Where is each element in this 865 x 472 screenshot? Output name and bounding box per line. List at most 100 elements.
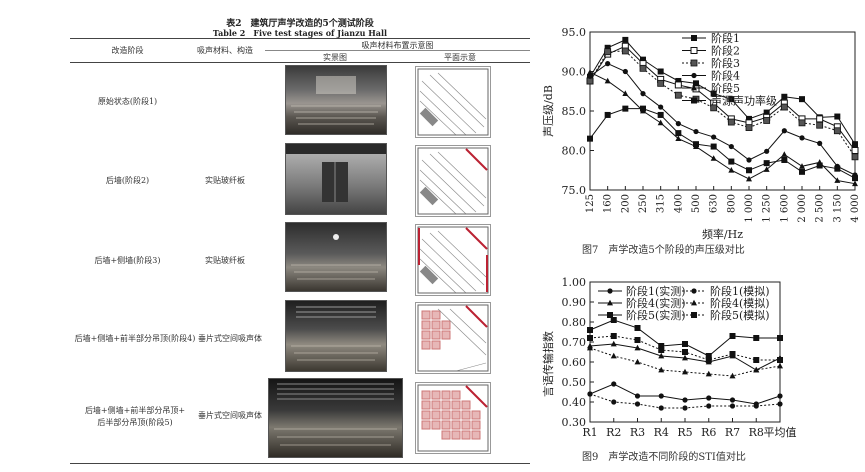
row-5-stage: 后墙+侧墙+前半部分吊顶+ 后半部分吊顶(阶段5) [84, 406, 186, 427]
fig9-point [705, 357, 712, 363]
fig7-point [852, 141, 858, 148]
fig9-point [658, 347, 665, 353]
fig7-xtick-label: 630 [709, 194, 720, 213]
fig7-xtick-label: 3 150 [832, 194, 843, 223]
fig9-point [634, 344, 641, 351]
fig9-point [729, 333, 736, 339]
fig7-point [674, 81, 682, 89]
fig7-legend-marker [691, 84, 697, 91]
fig7-series-line [589, 71, 856, 185]
col-header-photo: 实景图 [323, 53, 347, 62]
fig7-point [746, 157, 752, 163]
fig9-xtick-label: R1 [582, 426, 597, 439]
fig9-point [777, 401, 783, 407]
fig7-point [728, 96, 735, 103]
fig7-point [711, 134, 717, 140]
row-2-stage: 后墙(阶段2) [105, 176, 150, 185]
fig9-legend-marker [691, 288, 697, 294]
fig7-point [728, 167, 735, 173]
plan-stage-2 [415, 145, 491, 217]
fig9-chart: 0.30 0.40 0.50 0.60 0.70 0.80 0.90 1.00 R1 R2 R3 R4… [541, 276, 797, 439]
fig9-ytick-label: 0.70 [562, 336, 587, 349]
fig7-point [746, 175, 752, 182]
fig7-xtick-label: 125 [585, 194, 596, 213]
fig9-point [753, 366, 760, 373]
fig9-point [611, 399, 617, 405]
fig9-legend-label: 阶段5(模拟) [710, 308, 770, 322]
fig9-ytick-label: 0.50 [562, 376, 587, 389]
fig7-ytick-label: 95.0 [562, 26, 587, 39]
fig9-series-line [589, 347, 781, 377]
fig7-xtick-label: 4 000 [850, 194, 861, 223]
fig9-point [658, 343, 665, 349]
fig7-point [798, 119, 806, 127]
fig7-ylabel: 声压级/dB [541, 85, 555, 137]
fig9-point [777, 362, 783, 369]
fig9-point [682, 349, 688, 355]
table-top-rule [70, 38, 530, 39]
fig7-series-line [589, 50, 856, 158]
fig9-point [610, 333, 617, 339]
fig7-point [799, 163, 805, 169]
col-header-material: 吸声材料、构造 [197, 46, 253, 55]
fig9-ytick-label: 0.80 [562, 316, 587, 329]
fig7-point [834, 165, 841, 172]
fig7-chart: 75.0 80.0 85.0 90.0 95.0 125 160 200 250 315 400 50… [541, 26, 861, 241]
col-header-layout: 吸声材料布置示意图 [361, 41, 434, 50]
fig7-point [745, 124, 753, 131]
fig7-point [763, 109, 770, 116]
table-sub-rule [265, 50, 530, 51]
fig7-point [781, 156, 788, 163]
fig9-point [610, 340, 617, 347]
fig7-point [604, 111, 611, 118]
photo-stage-1 [285, 65, 387, 135]
fig7-point [816, 121, 824, 129]
plan-stage-4 [415, 302, 491, 374]
fig7-point [639, 64, 647, 72]
fig9-point [729, 397, 736, 403]
fig9-ytick-label: 1.00 [562, 276, 587, 289]
fig9-xtick-label: R7 [725, 426, 740, 439]
fig9-point [753, 357, 760, 363]
table-title-en: Table 2 Five test stages of Jianzu Hall [212, 28, 388, 38]
fig7-point [657, 119, 664, 126]
fig7-point [851, 147, 859, 154]
fig9-caption: 图9 声学改造不同阶段的STI值对比 [582, 452, 746, 463]
table-header-rule [70, 62, 530, 63]
row-1-stage: 原始状态(阶段1) [97, 97, 158, 106]
row-5-material: 垂片式空间吸声体 [198, 411, 262, 420]
fig9-point [705, 353, 712, 359]
fig7-xtick-label: 500 [691, 194, 702, 213]
plan-diagram-5 [417, 384, 489, 452]
fig7-point [834, 113, 841, 120]
table-title-cn: 表2 建筑厅声学改造的5个测试阶段 [226, 19, 374, 29]
photo-stage-4 [285, 300, 387, 372]
photo-stage-3 [285, 222, 387, 292]
fig9-point [634, 358, 641, 365]
fig9-point [611, 381, 617, 387]
fig9-ytick-label: 0.40 [562, 396, 587, 409]
fig7-xtick-label: 200 [620, 194, 631, 213]
fig7-point [781, 93, 788, 100]
fig7-point [604, 44, 611, 51]
fig7-xtick-label: 2 500 [815, 194, 826, 223]
fig7-series-line [589, 63, 856, 176]
fig7-point [640, 91, 646, 97]
fig9-legend-marker [691, 299, 697, 306]
fig9-xtick-label: R8 [749, 426, 764, 439]
fig7-legend-label: 阶段3 [711, 56, 740, 70]
fig9-xtick-label: R6 [701, 426, 716, 439]
fig7-ytick-label: 85.0 [562, 105, 587, 118]
fig7-point [675, 130, 682, 137]
fig7-point [817, 140, 823, 146]
fig7-point [834, 177, 841, 183]
row-3-stage: 后墙+侧墙(阶段3) [94, 256, 161, 265]
fig7-xtick-label: 1 600 [779, 194, 790, 223]
fig7-point [851, 153, 859, 161]
fig7-legend-label: 阶段1 [711, 31, 740, 45]
fig9-xtick-label: R5 [677, 426, 692, 439]
fig7-point [816, 115, 824, 123]
fig7-point [622, 68, 628, 75]
fig9-ytick-label: 0.60 [562, 356, 587, 369]
fig7-point [693, 128, 699, 135]
